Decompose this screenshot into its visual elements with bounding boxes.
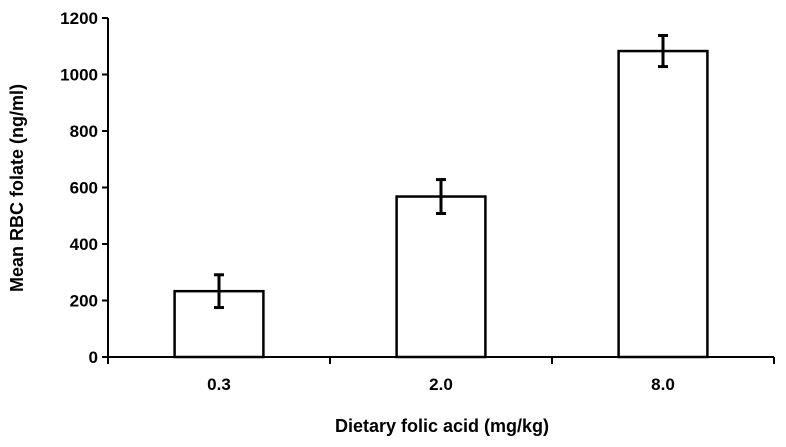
x-tick-label: 0.3 <box>207 375 231 394</box>
error-bars <box>214 34 668 310</box>
bar <box>617 49 709 359</box>
y-axis: 0 200 400 600 800 1000 1200 <box>60 9 109 367</box>
y-tick-label: 1000 <box>60 66 98 85</box>
y-tick-label: 800 <box>70 122 98 141</box>
y-tick-label: 600 <box>70 179 98 198</box>
y-tick-label: 1200 <box>60 9 98 28</box>
bar <box>173 289 265 359</box>
y-tick-label: 200 <box>70 292 98 311</box>
x-tick-label: 2.0 <box>429 375 453 394</box>
x-axis-title: Dietary folic acid (mg/kg) <box>335 416 549 436</box>
bar <box>395 195 487 359</box>
bars <box>173 49 709 359</box>
y-tick-label: 0 <box>89 348 98 367</box>
x-tick-label: 8.0 <box>651 375 675 394</box>
x-axis: 0.3 2.0 8.0 <box>107 356 775 394</box>
y-axis-title: Mean RBC folate (ng/ml) <box>7 84 27 292</box>
y-tick-label: 400 <box>70 235 98 254</box>
